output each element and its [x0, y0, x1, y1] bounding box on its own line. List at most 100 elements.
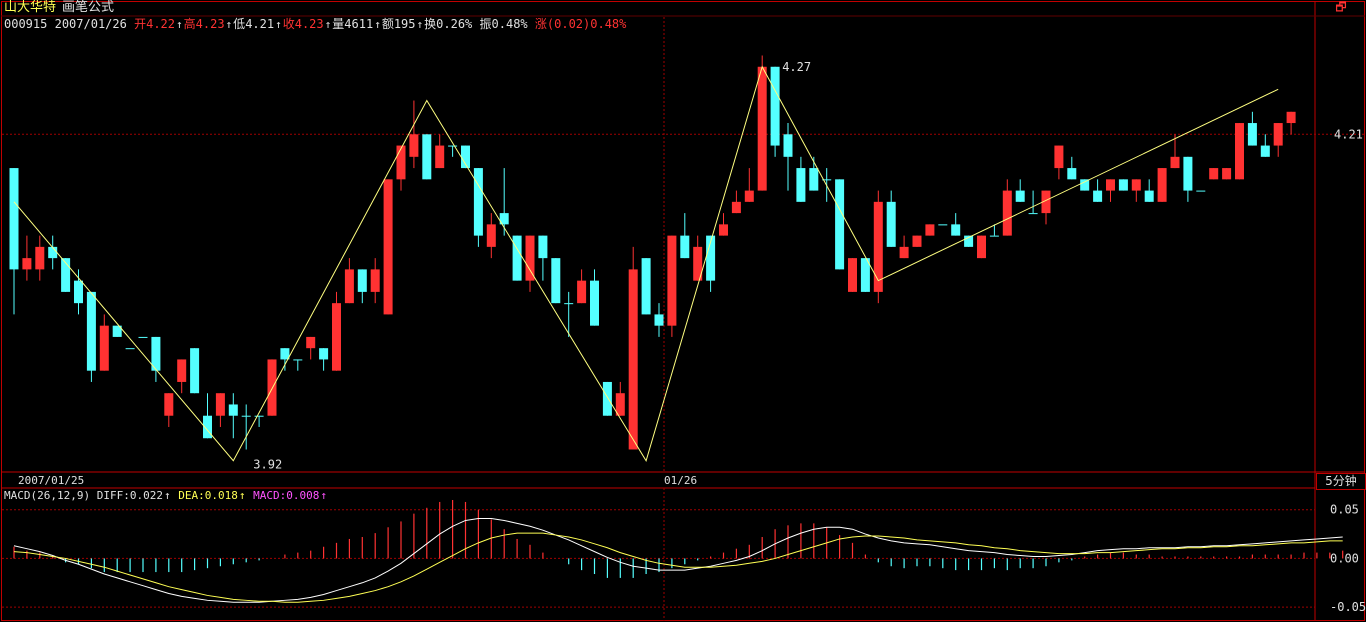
candle-body: [228, 404, 238, 416]
candle-body: [835, 179, 845, 270]
period-tab[interactable]: 5分钟: [1316, 473, 1366, 490]
candle-body: [873, 201, 883, 292]
candle-body: [731, 201, 741, 214]
stock-code: 000915: [4, 17, 48, 31]
macd-tick-label: 0.05: [1330, 503, 1359, 517]
restore-icon[interactable]: 🗗: [1335, 0, 1347, 14]
candle-body: [1222, 168, 1232, 180]
up-arrow-icon: ↑: [416, 18, 424, 31]
candle-body: [1273, 123, 1283, 146]
turnover-label: 换: [424, 17, 437, 31]
x-tick-label: 2007/01/25: [18, 474, 84, 487]
stock-name[interactable]: 山大华特: [4, 0, 57, 15]
candle-body: [396, 145, 406, 180]
formula-name: 画笔公式: [62, 0, 115, 15]
candle-body: [267, 359, 277, 416]
candle-body: [280, 348, 290, 360]
candle-body: [1247, 123, 1257, 146]
candle-body: [770, 66, 780, 146]
candle-body: [1131, 179, 1141, 191]
candle-body: [809, 168, 819, 191]
amplitude-value: 0.48%: [491, 17, 528, 31]
candle-body: [1144, 190, 1154, 202]
candle-body: [383, 179, 393, 315]
dea-label: DEA:: [178, 489, 205, 502]
candle-body: [435, 145, 445, 169]
candle-body: [1157, 168, 1167, 202]
macd-indicator-name[interactable]: MACD(26,12,9): [4, 489, 91, 502]
x-tick-label: 01/26: [664, 474, 697, 487]
candle-body: [254, 415, 264, 417]
high-value: 4.23: [195, 17, 225, 31]
open-label: 开: [134, 17, 147, 31]
candle-body: [241, 415, 251, 417]
candlestick-series: [9, 55, 1296, 450]
candle-body: [48, 246, 58, 259]
candle-body: [977, 235, 986, 259]
candle-body: [177, 359, 187, 382]
candle-body: [1080, 179, 1090, 191]
candle-body: [1093, 190, 1103, 202]
close-value: 4.23: [294, 17, 324, 31]
candle-body: [719, 224, 728, 236]
chart-gridlines: [2, 17, 1365, 621]
candle-body: [706, 235, 716, 281]
candle-body: [409, 134, 419, 157]
candle-body: [512, 235, 522, 281]
candle-body: [1015, 190, 1025, 202]
dea-value: 0.018: [204, 489, 238, 502]
turnover-value: 0.26%: [436, 17, 473, 31]
candle-body: [164, 393, 174, 416]
candle-body: [461, 145, 470, 169]
zigzag-line: [13, 65, 1279, 462]
candle-body: [783, 134, 793, 157]
candle-body: [344, 269, 354, 304]
candle-body: [1067, 168, 1077, 180]
candle-body: [1106, 179, 1115, 191]
change-value: (0.02)0.48%: [546, 17, 627, 31]
candle-body: [319, 348, 329, 360]
up-arrow-icon: ↑: [238, 489, 246, 502]
macd-label: MACD:: [253, 489, 287, 502]
diff-value: 0.022: [129, 489, 163, 502]
candle-body: [1118, 179, 1128, 191]
candle-body: [1260, 145, 1270, 157]
up-arrow-icon: ↑: [163, 489, 171, 502]
candle-body: [370, 269, 380, 292]
candle-body: [99, 325, 109, 371]
candle-body: [215, 393, 225, 416]
candle-body: [641, 258, 651, 315]
amount-label: 额: [381, 17, 394, 31]
price-tick-label: 4.21: [1334, 127, 1363, 141]
macd-tick-label: 0.00: [1330, 551, 1359, 565]
up-arrow-icon: ↑: [324, 18, 332, 31]
candle-body: [151, 336, 161, 371]
candle-body: [22, 258, 32, 270]
quote-date: 2007/01/26: [54, 17, 127, 31]
candle-body: [602, 381, 612, 416]
candle-body: [35, 246, 45, 270]
candle-body: [1054, 145, 1064, 169]
candle-body: [1041, 190, 1051, 214]
candle-body: [628, 269, 638, 450]
candle-body: [525, 235, 535, 281]
candle-body: [615, 393, 625, 416]
candle-body: [538, 235, 548, 259]
up-arrow-icon: ↑: [320, 489, 327, 502]
candle-body: [951, 224, 961, 236]
candle-body: [899, 246, 909, 259]
candle-body: [551, 258, 561, 304]
candle-body: [925, 224, 935, 236]
chart-labels: 3.92 4.27 4.21 2007/01/25 01/26 0.05 0.00 -0.05: [18, 60, 1366, 614]
candle-body: [422, 134, 432, 180]
candle-body: [564, 303, 574, 305]
amount-value: 195: [393, 17, 416, 31]
candle-body: [848, 258, 857, 292]
candle-body: [1209, 168, 1219, 180]
open-value: 4.22: [146, 17, 175, 31]
candle-body: [860, 258, 870, 292]
change-label: 涨: [534, 17, 547, 31]
